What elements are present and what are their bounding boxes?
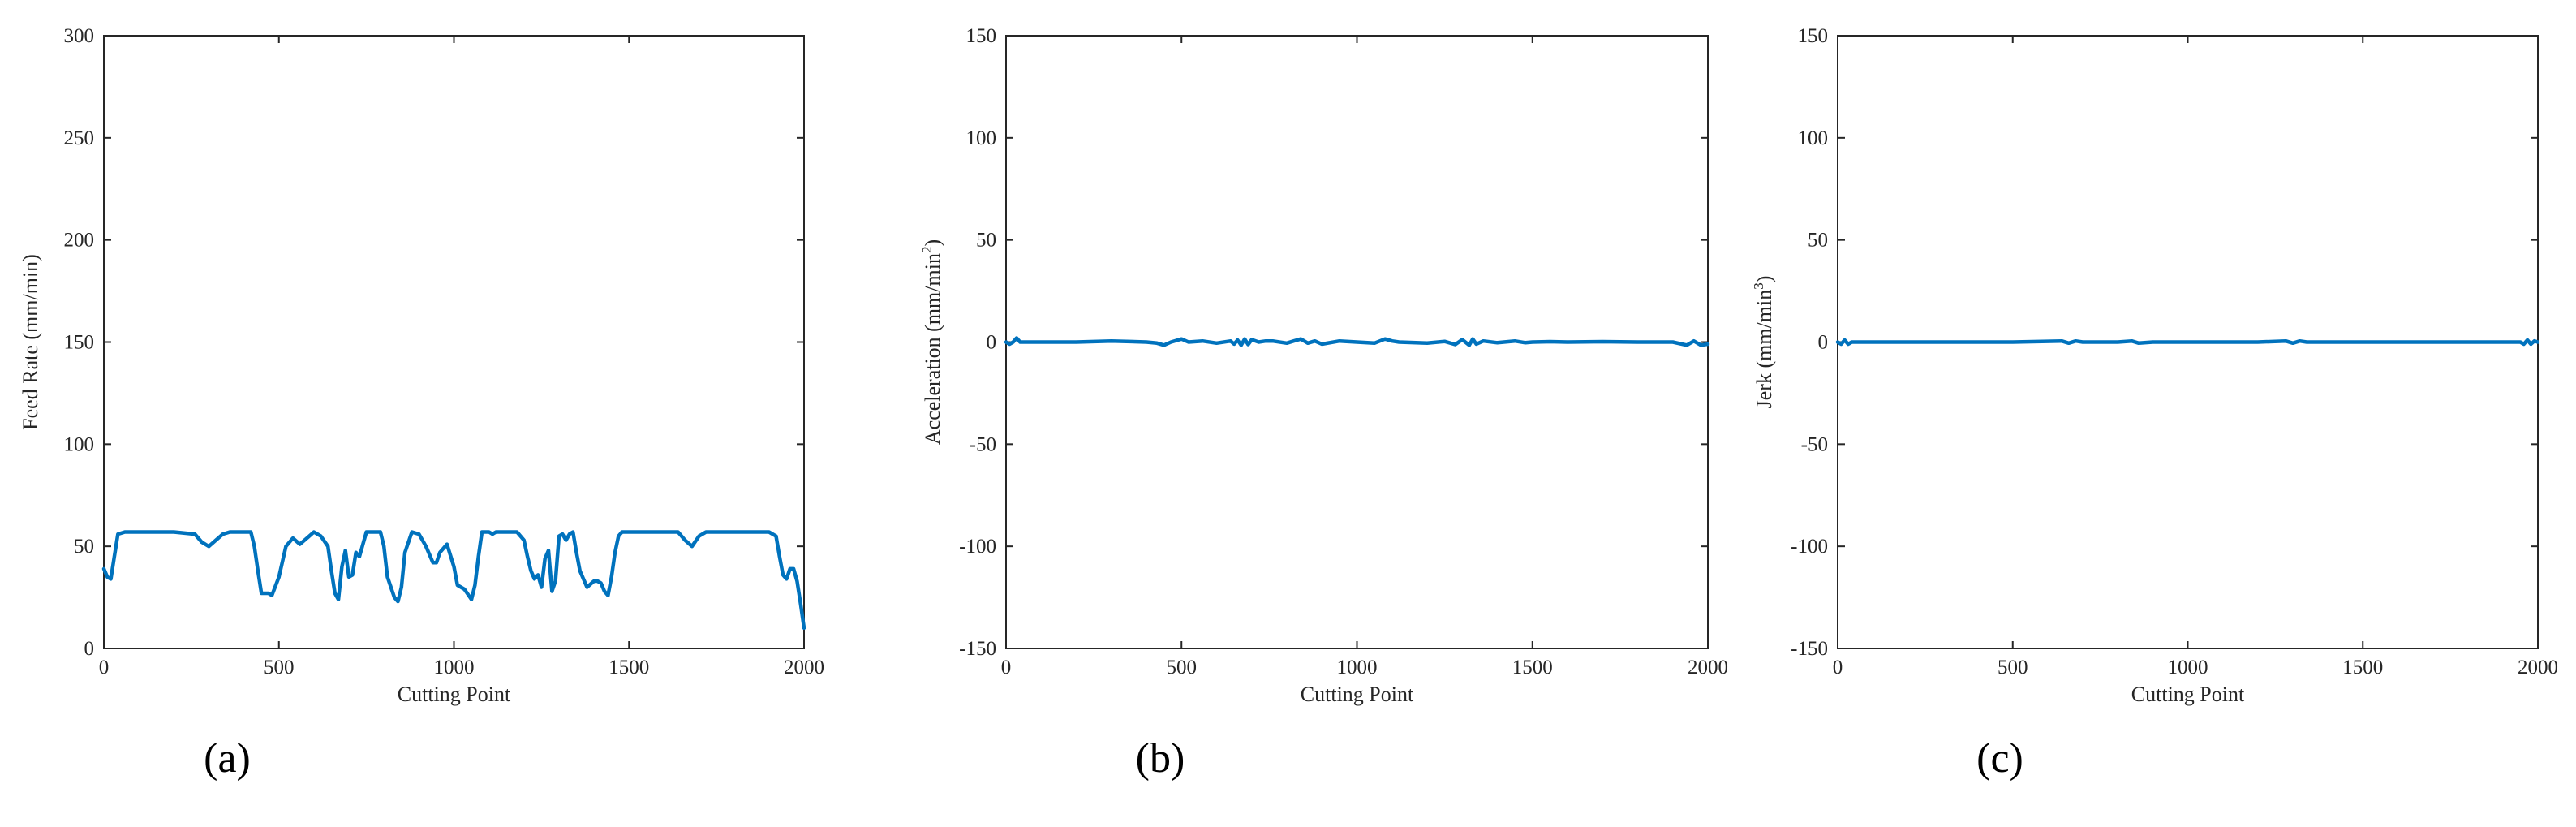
caption-b: (b): [1135, 735, 1185, 782]
x-tick-label: 1500: [2342, 657, 2383, 678]
chart-panel-acceleration: 0 500 1000 1500 2000 -150 -100 -50 0 50 100 150 Cutt…: [901, 0, 1752, 827]
y-axis-title: Jerk (mm/min3): [1751, 276, 1776, 409]
y-tick-label: 100: [966, 127, 997, 149]
y-tick-label: -150: [959, 638, 996, 660]
jerk-chart: 0 500 1000 1500 2000 -150 -100 -50 0 50 100 150 Cutt…: [1751, 25, 2558, 706]
y-tick-label: 150: [1798, 25, 1829, 47]
y-axis-title: Feed Rate (mm/min): [19, 254, 42, 430]
y-tick-label: 0: [84, 638, 95, 660]
y-axis-title-superscript: 3: [1751, 282, 1766, 290]
y-tick-label: -50: [970, 433, 996, 455]
y-tick-label: -150: [1791, 638, 1828, 660]
chart-panel-feed-rate: 0 500 1000 1500 2000 0 50 100 150 200 250 300 Cuttin…: [0, 0, 852, 827]
x-tick-label: 0: [99, 657, 110, 678]
y-tick-label: 0: [987, 332, 997, 354]
y-tick-label: 200: [64, 230, 95, 252]
feed-rate-chart: 0 500 1000 1500 2000 0 50 100 150 200 250 300 Cuttin…: [19, 25, 824, 706]
chart-panel-jerk: 0 500 1000 1500 2000 -150 -100 -50 0 50 100 150 Cutt…: [1732, 0, 2576, 827]
x-tick-label: 0: [1001, 657, 1012, 678]
y-tick-label: 50: [976, 230, 996, 252]
y-tick-label: 100: [64, 433, 95, 455]
y-tick-label: 0: [1818, 332, 1829, 354]
y-axis-title-text: Feed Rate (mm/min): [19, 254, 42, 430]
series-line-feed-rate: [101, 530, 806, 631]
series-line-jerk: [1835, 338, 2540, 347]
y-axis-title-text: Acceleration (mm/min: [921, 253, 944, 445]
y-axis-title-text: Jerk (mm/min: [1752, 290, 1776, 409]
x-tick-label: 1000: [434, 657, 475, 678]
x-tick-label: 1000: [2168, 657, 2208, 678]
x-tick-label: 1500: [609, 657, 649, 678]
x-tick-label: 0: [1833, 657, 1843, 678]
acceleration-chart: 0 500 1000 1500 2000 -150 -100 -50 0 50 100 150 Cutt…: [919, 25, 1728, 706]
y-axis-title-end: ): [921, 239, 944, 247]
y-tick-label: 50: [74, 536, 94, 558]
x-tick-label: 1000: [1337, 657, 1378, 678]
series-line-acceleration: [1004, 336, 1710, 347]
plot-frame: [103, 35, 805, 649]
y-tick-label: -50: [1801, 433, 1828, 455]
caption-a: (a): [204, 735, 251, 782]
x-axis-title: Cutting Point: [1301, 683, 1414, 706]
x-tick-label: 1500: [1512, 657, 1553, 678]
x-tick-label: 500: [1167, 657, 1198, 678]
y-tick-label: 100: [1798, 127, 1829, 149]
x-axis-title: Cutting Point: [398, 683, 511, 706]
y-tick-label: 150: [64, 332, 95, 354]
x-axis-title: Cutting Point: [2131, 683, 2245, 706]
x-tick-label: 500: [1998, 657, 2028, 678]
x-tick-label: 2000: [784, 657, 824, 678]
y-tick-label: 50: [1808, 230, 1828, 252]
y-tick-label: -100: [1791, 536, 1828, 558]
y-axis-title: Acceleration (mm/min2): [919, 239, 944, 445]
y-tick-label: -100: [959, 536, 996, 558]
x-tick-label: 2000: [1688, 657, 1728, 678]
caption-c: (c): [1976, 735, 2023, 782]
y-axis-title-end: ): [1752, 276, 1776, 283]
y-tick-label: 300: [64, 25, 95, 47]
y-tick-label: 250: [64, 127, 95, 149]
y-tick-label: 150: [966, 25, 997, 47]
x-tick-label: 2000: [2518, 657, 2558, 678]
x-tick-label: 500: [264, 657, 295, 678]
y-axis-title-superscript: 2: [919, 247, 935, 254]
